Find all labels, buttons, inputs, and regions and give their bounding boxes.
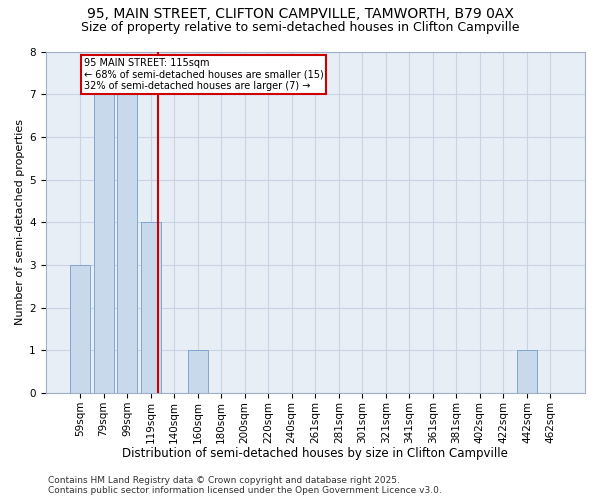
Text: 95, MAIN STREET, CLIFTON CAMPVILLE, TAMWORTH, B79 0AX: 95, MAIN STREET, CLIFTON CAMPVILLE, TAMW… bbox=[86, 8, 514, 22]
Text: 95 MAIN STREET: 115sqm
← 68% of semi-detached houses are smaller (15)
32% of sem: 95 MAIN STREET: 115sqm ← 68% of semi-det… bbox=[83, 58, 323, 91]
Bar bbox=[94, 94, 113, 393]
Y-axis label: Number of semi-detached properties: Number of semi-detached properties bbox=[15, 120, 25, 326]
Bar bbox=[140, 222, 161, 393]
Bar bbox=[188, 350, 208, 393]
X-axis label: Distribution of semi-detached houses by size in Clifton Campville: Distribution of semi-detached houses by … bbox=[122, 447, 508, 460]
Text: Size of property relative to semi-detached houses in Clifton Campville: Size of property relative to semi-detach… bbox=[81, 21, 519, 34]
Bar bbox=[517, 350, 537, 393]
Bar bbox=[70, 265, 90, 393]
Bar bbox=[117, 94, 137, 393]
Text: Contains HM Land Registry data © Crown copyright and database right 2025.
Contai: Contains HM Land Registry data © Crown c… bbox=[48, 476, 442, 495]
